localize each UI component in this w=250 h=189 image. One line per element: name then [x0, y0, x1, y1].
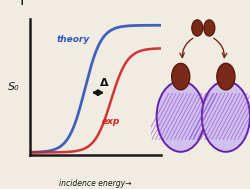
- Text: S₀: S₀: [8, 82, 20, 92]
- Text: incidence energy→: incidence energy→: [59, 180, 131, 188]
- Text: Δ: Δ: [100, 77, 108, 88]
- Text: ↑: ↑: [17, 0, 28, 8]
- Circle shape: [216, 63, 234, 90]
- Circle shape: [191, 20, 202, 36]
- Circle shape: [201, 81, 249, 152]
- Circle shape: [156, 81, 204, 152]
- Circle shape: [171, 63, 189, 90]
- Circle shape: [203, 20, 214, 36]
- Text: exp: exp: [102, 117, 120, 126]
- Text: theory: theory: [56, 35, 89, 44]
